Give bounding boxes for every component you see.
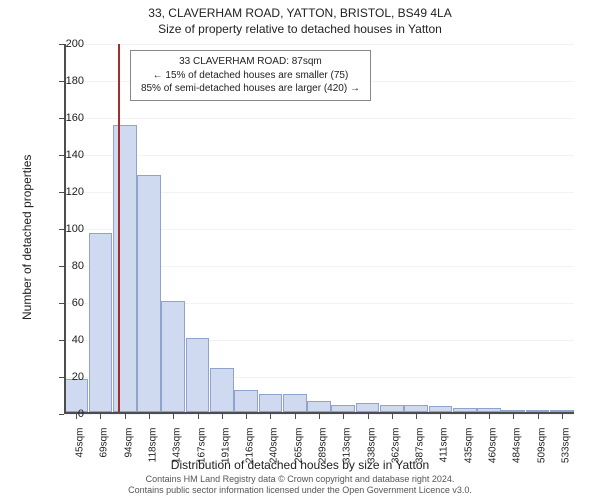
histogram-bar: [186, 338, 210, 412]
histogram-bar: [113, 125, 137, 412]
x-tick-mark: [538, 414, 539, 419]
histogram-bar: [64, 379, 88, 412]
x-axis: [64, 412, 574, 414]
reference-line: [118, 44, 120, 414]
page-title: 33, CLAVERHAM ROAD, YATTON, BRISTOL, BS4…: [0, 0, 600, 20]
histogram-bar: [210, 368, 234, 412]
x-tick-label: 45sqm: [75, 428, 86, 458]
x-tick-mark: [440, 414, 441, 419]
x-tick-mark: [100, 414, 101, 419]
callout-box: 33 CLAVERHAM ROAD: 87sqm← 15% of detache…: [130, 50, 371, 101]
y-tick-label: 80: [54, 260, 84, 272]
x-tick-mark: [173, 414, 174, 419]
y-tick-label: 100: [54, 223, 84, 235]
y-tick-label: 0: [54, 408, 84, 420]
histogram-bar: [404, 405, 428, 412]
page-subtitle: Size of property relative to detached ho…: [0, 22, 600, 36]
y-tick-label: 160: [54, 112, 84, 124]
x-tick-label: 94sqm: [123, 428, 134, 458]
histogram-bar: [307, 401, 331, 412]
y-tick-label: 20: [54, 371, 84, 383]
x-tick-mark: [392, 414, 393, 419]
histogram-bar: [161, 301, 185, 412]
footer-line-2: Contains public sector information licen…: [0, 485, 600, 496]
gridline: [64, 44, 574, 45]
histogram-bar: [259, 394, 283, 413]
gridline: [64, 155, 574, 156]
footer-line-1: Contains HM Land Registry data © Crown c…: [0, 474, 600, 485]
x-tick-mark: [149, 414, 150, 419]
y-tick-label: 60: [54, 297, 84, 309]
x-tick-mark: [246, 414, 247, 419]
x-tick-mark: [489, 414, 490, 419]
histogram-bar: [356, 403, 380, 412]
x-tick-mark: [125, 414, 126, 419]
y-tick-label: 140: [54, 149, 84, 161]
x-tick-mark: [513, 414, 514, 419]
x-tick-mark: [198, 414, 199, 419]
callout-line-2: ← 15% of detached houses are smaller (75…: [141, 69, 360, 83]
y-axis-label: Number of detached properties: [20, 155, 34, 320]
y-tick-label: 120: [54, 186, 84, 198]
callout-line-3: 85% of semi-detached houses are larger (…: [141, 82, 360, 96]
x-tick-mark: [562, 414, 563, 419]
x-tick-mark: [222, 414, 223, 419]
histogram-bar: [331, 405, 355, 412]
gridline: [64, 118, 574, 119]
y-tick-label: 200: [54, 38, 84, 50]
chart-area: 45sqm69sqm94sqm118sqm143sqm167sqm191sqm2…: [64, 44, 574, 414]
histogram-bar: [234, 390, 258, 412]
x-axis-label: Distribution of detached houses by size …: [0, 458, 600, 472]
x-tick-label: 69sqm: [99, 428, 110, 458]
y-tick-label: 40: [54, 334, 84, 346]
footer-attribution: Contains HM Land Registry data © Crown c…: [0, 474, 600, 496]
x-tick-mark: [416, 414, 417, 419]
x-tick-mark: [270, 414, 271, 419]
callout-line-1: 33 CLAVERHAM ROAD: 87sqm: [141, 55, 360, 69]
x-tick-mark: [319, 414, 320, 419]
histogram-bar: [380, 405, 404, 412]
histogram-bar: [283, 394, 307, 413]
x-tick-mark: [343, 414, 344, 419]
x-tick-mark: [295, 414, 296, 419]
histogram-bar: [89, 233, 113, 412]
x-tick-mark: [368, 414, 369, 419]
histogram-bar: [137, 175, 161, 412]
y-tick-label: 180: [54, 75, 84, 87]
x-tick-mark: [465, 414, 466, 419]
